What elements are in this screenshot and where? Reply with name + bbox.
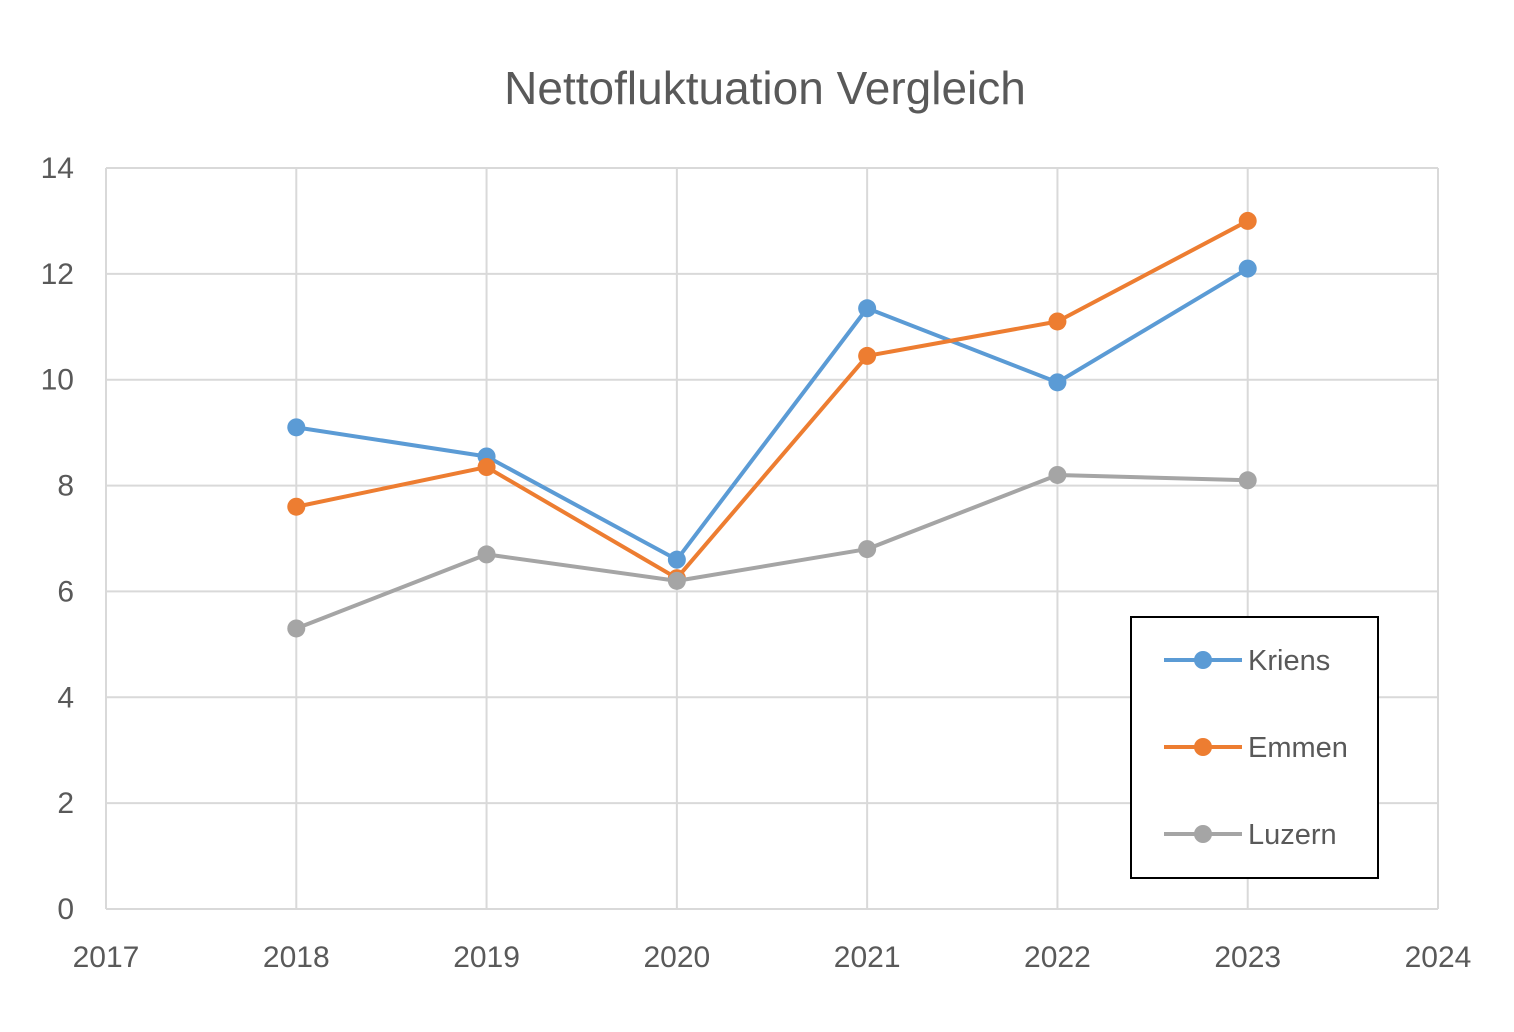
- x-tick-label: 2022: [1024, 941, 1091, 974]
- series-line: [295, 219, 1249, 581]
- data-point: [858, 540, 877, 559]
- legend-swatch-marker: [1194, 738, 1212, 756]
- series-emmen: [287, 211, 1257, 588]
- x-tick-label: 2018: [263, 941, 330, 974]
- y-tick-label: 14: [41, 152, 74, 185]
- x-tick-label: 2021: [834, 941, 901, 974]
- data-point: [1238, 471, 1257, 490]
- x-tick-label: 2017: [73, 941, 140, 974]
- legend-label: Luzern: [1248, 819, 1337, 851]
- y-tick-label: 6: [57, 575, 74, 608]
- x-tick-label: 2023: [1214, 941, 1281, 974]
- legend-item: Luzern: [1164, 819, 1337, 851]
- data-point: [477, 545, 496, 564]
- legend-item: Emmen: [1164, 732, 1348, 764]
- legend-label: Kriens: [1248, 645, 1330, 677]
- data-point: [1048, 465, 1067, 484]
- data-point: [1048, 312, 1067, 331]
- series-line: [295, 266, 1249, 562]
- data-point: [287, 418, 306, 437]
- series-kriens: [287, 259, 1257, 569]
- x-tick-label: 2020: [643, 941, 710, 974]
- legend-item: Kriens: [1164, 645, 1330, 677]
- data-point: [1238, 259, 1257, 278]
- legend-swatch-marker: [1194, 825, 1212, 843]
- data-series: [287, 211, 1257, 638]
- data-point: [667, 550, 686, 569]
- data-point: [667, 571, 686, 590]
- data-point: [858, 346, 877, 365]
- chart-title: Nettofluktuation Vergleich: [504, 62, 1026, 114]
- gridlines: [105, 167, 1439, 910]
- y-tick-label: 8: [57, 470, 74, 503]
- data-point: [1048, 373, 1067, 392]
- y-tick-label: 0: [57, 893, 74, 926]
- y-tick-label: 12: [41, 258, 74, 291]
- legend-label: Emmen: [1248, 732, 1348, 764]
- x-tick-label: 2019: [453, 941, 520, 974]
- x-tick-label: 2024: [1405, 941, 1472, 974]
- data-point: [287, 619, 306, 638]
- series-line: [295, 472, 1248, 631]
- data-point: [477, 458, 496, 477]
- data-point: [858, 299, 877, 318]
- series-luzern: [287, 465, 1257, 638]
- axes: 0 2 4 6 8 10 12 14 2017 2018 2019 2020 2021 2022 2023 2…: [41, 152, 1472, 974]
- data-point: [1238, 211, 1257, 230]
- legend-swatch-marker: [1194, 651, 1212, 669]
- data-point: [287, 497, 306, 516]
- y-tick-label: 10: [41, 364, 74, 397]
- y-tick-label: 2: [57, 787, 74, 820]
- y-tick-label: 4: [57, 681, 74, 714]
- legend: Kriens Emmen Luzern: [1130, 616, 1379, 879]
